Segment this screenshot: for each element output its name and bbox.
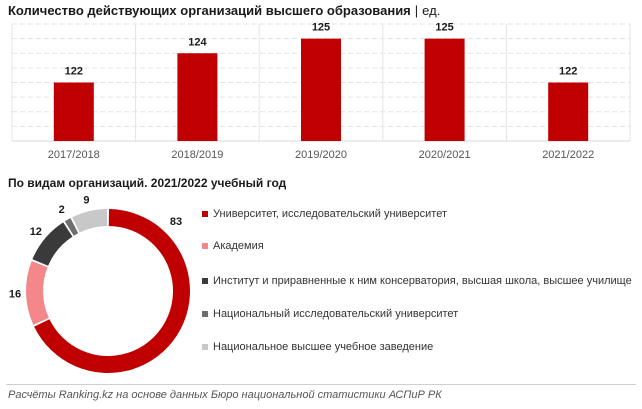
bar-value-label: 125 (312, 22, 330, 34)
bar (424, 38, 465, 141)
bar (548, 82, 589, 141)
legend-item: Университет, исследовательский университ… (202, 208, 447, 220)
legend-item: Национальный исследовательский университ… (202, 308, 458, 320)
bar (177, 53, 218, 141)
donut-chart: 83 16 12 2 9 (9, 195, 191, 373)
footer-divider (6, 384, 636, 385)
legend-label: Национальное высшее учебное заведение (213, 341, 434, 353)
legend-label: Университет, исследовательский университ… (213, 208, 447, 220)
x-tick-label: 2021/2022 (542, 149, 594, 161)
legend-item: Академия (202, 240, 264, 252)
donut-value-label: 2 (59, 204, 65, 216)
donut-slice (72, 209, 108, 233)
x-tick-label: 2018/2019 (171, 149, 223, 161)
legend-item: Институт и приравненные к ним консервато… (202, 275, 632, 287)
title-separator: | (414, 3, 419, 18)
x-tick-label: 2017/2018 (48, 149, 100, 161)
legend-item: Национальное высшее учебное заведение (202, 341, 433, 353)
donut-chart-title: По видам организаций. 2021/2022 учебный … (8, 176, 287, 190)
legend-swatch (202, 243, 208, 249)
donut-value-label: 12 (30, 226, 42, 238)
source-note: Расчёты Ranking.kz на основе данных Бюро… (8, 389, 442, 401)
bar-value-label: 122 (65, 66, 83, 78)
legend-label: Национальный исследовательский университ… (213, 308, 459, 320)
donut-slice (32, 222, 73, 266)
bar (301, 38, 341, 141)
bar-value-label: 122 (559, 66, 577, 78)
legend-swatch (202, 311, 208, 317)
donut-value-label: 16 (9, 288, 21, 300)
bar (53, 82, 94, 141)
donut-slice (64, 218, 79, 236)
donut-value-label: 83 (170, 216, 182, 228)
bar-chart-unit: ед. (422, 3, 441, 18)
bar-chart: 122 2017/2018 124 2018/2019 125 2019/2020 125 2… (11, 22, 631, 161)
legend-label: Институт и приравненные к ним консервато… (213, 275, 632, 287)
legend-swatch (202, 344, 208, 350)
legend-swatch (202, 278, 208, 284)
legend-swatch (202, 211, 208, 217)
bar-value-label: 125 (435, 22, 453, 34)
x-tick-label: 2019/2020 (295, 149, 347, 161)
legend-label: Академия (213, 240, 264, 252)
donut-value-label: 9 (83, 195, 89, 207)
donut-slice (25, 261, 49, 325)
bar-chart-title: Количество действующих организаций высше… (8, 3, 440, 18)
bar-chart-title-text: Количество действующих организаций высше… (8, 3, 411, 18)
bar-value-label: 124 (188, 36, 207, 48)
x-tick-label: 2020/2021 (419, 149, 471, 161)
